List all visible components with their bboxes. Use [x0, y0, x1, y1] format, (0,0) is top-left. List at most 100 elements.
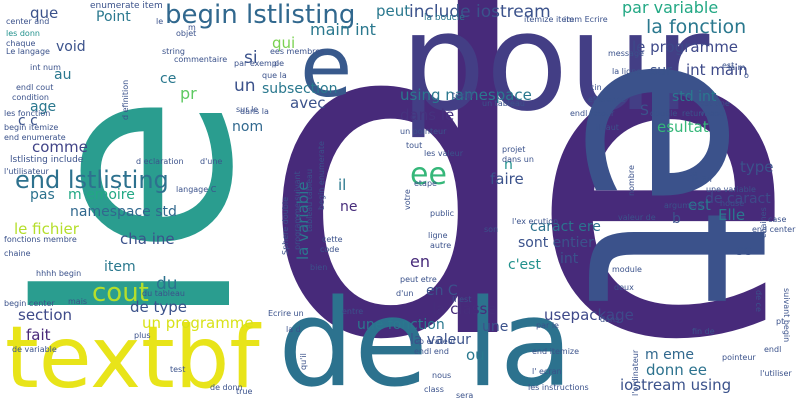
cloud-word: ou: [466, 346, 485, 364]
cloud-word: mais: [68, 297, 88, 306]
cloud-word: deux: [614, 283, 634, 292]
cloud-word: ee: [410, 157, 447, 192]
cloud-word: case: [768, 215, 787, 224]
cloud-word: module: [612, 265, 642, 274]
cloud-word: dans la: [240, 107, 269, 116]
cloud-word: en: [410, 252, 430, 271]
cloud-word: dans un: [502, 155, 534, 164]
cloud-word: begin enumerate: [317, 141, 326, 210]
cloud-word: cout: [92, 278, 149, 308]
cloud-word: les instructions: [528, 383, 589, 392]
cloud-word: de variable: [12, 345, 57, 354]
cloud-word: cha ine: [120, 230, 175, 248]
cloud-word: plus: [134, 331, 151, 340]
cloud-word: entre: [342, 307, 364, 316]
cloud-word: pas: [30, 187, 55, 203]
cloud-word: true: [236, 387, 253, 396]
cloud-word: m eme: [645, 347, 694, 363]
cloud-word: Ecrire un: [268, 309, 304, 318]
cloud-word: begin center: [4, 299, 55, 308]
cloud-word: age: [30, 99, 57, 115]
cloud-word: le: [156, 17, 164, 26]
cloud-word: sera: [456, 391, 474, 400]
cloud-word: commentaire: [174, 55, 228, 64]
cloud-word: ees membres: [270, 47, 325, 56]
cloud-word: de: [258, 0, 798, 400]
cloud-word: le fichier: [14, 220, 79, 238]
cloud-word: cette: [322, 235, 343, 244]
cloud-word: caract ere: [530, 219, 601, 235]
cloud-word: une: [482, 319, 509, 335]
cloud-word: begin itemize: [4, 123, 59, 132]
cloud-word: std int: [672, 89, 717, 105]
cloud-word: de type: [130, 298, 188, 316]
cloud-word: ce: [688, 169, 698, 178]
cloud-word: fin de: [692, 327, 715, 336]
cloud-word: peut: [376, 2, 411, 20]
cloud-word: fonctions membre: [4, 235, 77, 244]
cloud-word: est une: [700, 99, 730, 108]
cloud-word: si: [244, 48, 258, 68]
cloud-word: de la: [278, 275, 574, 400]
cloud-word: il: [338, 176, 347, 194]
cloud-word: ce: [160, 71, 177, 87]
cloud-word: c'est: [508, 257, 541, 273]
cloud-word: sont entier: [518, 235, 594, 251]
cloud-word: ligne: [428, 231, 448, 240]
cloud-word: la fonction: [646, 16, 747, 38]
cloud-word: lstlisting include: [10, 155, 84, 165]
cloud-word: fait: [26, 326, 51, 344]
cloud-word: que: [30, 4, 59, 22]
cloud-word: S: [640, 103, 649, 119]
cloud-word: Elle: [718, 206, 746, 224]
cloud-word: d'un: [396, 289, 414, 298]
cloud-word: le programme: [632, 38, 739, 56]
cloud-word: end enumerate: [4, 133, 66, 142]
cloud-word: hhhh begin: [36, 269, 82, 278]
cloud-word: du tableau: [142, 289, 185, 298]
cloud-word: la ligne: [612, 67, 642, 76]
cloud-word: un pointeur: [400, 127, 447, 136]
cloud-word: Le langage: [6, 47, 50, 56]
cloud-word: un tableau: [482, 99, 525, 108]
cloud-word: l' ecran: [532, 367, 562, 376]
cloud-word: qu'il: [299, 353, 308, 370]
cloud-word: end lstlisting: [15, 166, 169, 194]
cloud-word: peut etre: [400, 275, 437, 284]
cloud-word: son: [484, 225, 499, 234]
cloud-word: que la: [262, 71, 287, 80]
cloud-word: endl: [764, 345, 782, 354]
cloud-word: bien: [310, 263, 328, 272]
cloud-word: par exemple: [234, 59, 285, 68]
cloud-word: la boucle: [424, 13, 465, 23]
cloud-word: code: [320, 245, 340, 254]
cloud-word: les donn: [6, 29, 40, 38]
cloud-word: namespace std: [70, 204, 177, 220]
cloud-word: sur: [650, 63, 672, 79]
cloud-word: la valeur: [410, 332, 471, 348]
cloud-word: nom: [232, 119, 264, 135]
cloud-word: nous: [432, 371, 452, 380]
cloud-word: public: [430, 209, 455, 218]
cloud-word: Point: [96, 9, 131, 25]
cloud-word: double: [650, 109, 678, 118]
cloud-word: est: [722, 61, 735, 70]
cloud-word: include iostream: [409, 2, 551, 22]
cloud-word: int: [560, 251, 579, 267]
cloud-word: de ce: [754, 290, 763, 312]
cloud-word: cin: [590, 83, 602, 92]
cloud-word: l'ordinateur: [631, 349, 640, 396]
cloud-word: une variable: [706, 185, 756, 194]
cloud-word: main int: [310, 20, 376, 39]
cloud-word: suivant begin: [782, 288, 791, 343]
cloud-word: la fin: [692, 175, 712, 184]
cloud-word: faire: [490, 170, 524, 188]
cloud-word: de caract: [705, 191, 771, 207]
cloud-word: usepackage: [544, 306, 634, 324]
cloud-word: type: [740, 158, 774, 176]
cloud-word: etape: [414, 179, 437, 188]
cloud-word: d eclaration: [136, 157, 184, 166]
cloud-word: ne: [340, 199, 358, 215]
cloud-word: argument: [664, 201, 704, 210]
